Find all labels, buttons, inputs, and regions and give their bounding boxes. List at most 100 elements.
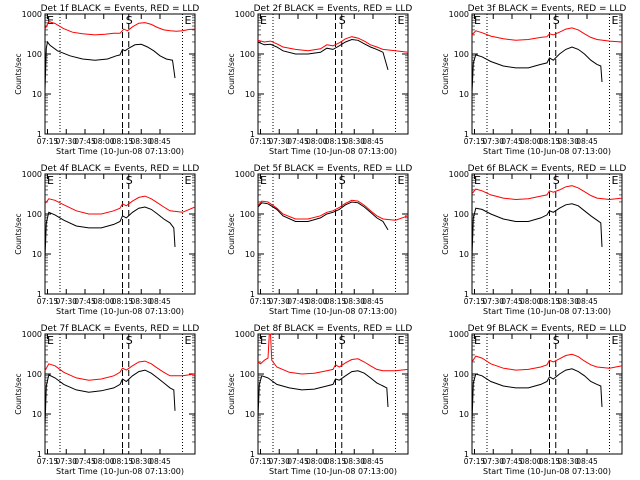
x-tick-label: 07:15 [37, 137, 59, 146]
lld-series-line [44, 20, 196, 36]
plot-frame [471, 173, 623, 295]
y-tick-label: 1 [464, 130, 469, 139]
chart-title: Det 7f BLACK = Events, RED = LLD [41, 324, 200, 334]
y-tick-label: 10 [32, 410, 42, 419]
y-axis-label: Counts/sec [441, 373, 450, 414]
y-tick-label: 1000 [235, 10, 255, 19]
marker-letter: E [47, 174, 54, 187]
chart-panel-4: Det 4f BLACK = Events, RED = LLD 1 10 100 10… [14, 164, 199, 316]
events-series-line [471, 203, 603, 258]
plot-frame [257, 13, 409, 135]
x-tick-label: 07:45 [501, 137, 523, 146]
x-tick-label: 08:00 [306, 137, 328, 146]
lld-series-line [257, 199, 409, 221]
x-tick-label: 08:30 [130, 297, 152, 306]
y-tick-label: 100 [454, 210, 469, 219]
y-axis-label: Counts/sec [14, 373, 23, 414]
x-tick-label: 07:45 [287, 297, 309, 306]
events-series-line [44, 40, 176, 91]
x-tick-label: 07:45 [74, 297, 96, 306]
x-tick-label: 08:15 [539, 297, 561, 306]
x-tick-label: 08:30 [557, 457, 579, 466]
plot-frame [44, 333, 196, 455]
lld-series-line [471, 185, 623, 201]
x-tick-label: 08:15 [325, 137, 347, 146]
chart-panel-1: Det 1f BLACK = Events, RED = LLD 1 10 100 10… [14, 4, 199, 156]
x-tick-label: 07:45 [74, 457, 96, 466]
y-tick-label: 10 [245, 410, 255, 419]
x-tick-label: 08:15 [539, 457, 561, 466]
y-tick-label: 1000 [22, 10, 42, 19]
x-tick-label: 07:15 [37, 297, 59, 306]
plot-frame [44, 173, 196, 295]
x-axis-label: Start Time (10-Jun-08 07:13:00) [483, 147, 611, 156]
y-tick-label: 100 [240, 370, 255, 379]
chart-panel-3: Det 3f BLACK = Events, RED = LLD 1 10 100 10… [441, 4, 626, 156]
y-axis-label: Counts/sec [227, 373, 236, 414]
x-tick-label: 08:45 [149, 297, 171, 306]
x-tick-label: 08:45 [362, 457, 384, 466]
chart-panel-2: Det 2f BLACK = Events, RED = LLD 1 10 100 10… [227, 4, 412, 156]
marker-letter: E [612, 334, 619, 347]
y-tick-label: 1 [464, 290, 469, 299]
y-tick-label: 100 [454, 370, 469, 379]
x-tick-label: 07:15 [250, 297, 272, 306]
chart-panel-9: Det 9f BLACK = Events, RED = LLD 1 10 100 10… [441, 324, 626, 476]
y-tick-label: 1000 [22, 330, 42, 339]
x-tick-label: 07:45 [501, 297, 523, 306]
x-axis-label: Start Time (10-Jun-08 07:13:00) [56, 307, 184, 316]
x-tick-label: 08:00 [93, 137, 115, 146]
y-axis-label: Counts/sec [14, 213, 23, 254]
events-series-line [257, 38, 389, 71]
x-tick-label: 08:15 [112, 137, 134, 146]
y-tick-label: 10 [459, 410, 469, 419]
y-tick-label: 1000 [449, 330, 469, 339]
y-tick-label: 10 [459, 250, 469, 259]
x-tick-label: 08:00 [520, 297, 542, 306]
x-tick-label: 08:30 [557, 297, 579, 306]
marker-letter: E [47, 14, 54, 27]
marker-letter: E [612, 14, 619, 27]
marker-letter: S [126, 334, 133, 347]
x-tick-label: 07:30 [55, 137, 77, 146]
x-tick-label: 08:30 [343, 297, 365, 306]
y-axis-label: Counts/sec [227, 53, 236, 94]
x-tick-label: 08:30 [130, 137, 152, 146]
x-tick-label: 08:45 [149, 457, 171, 466]
marker-letter: S [339, 334, 346, 347]
lld-series-line [471, 353, 623, 371]
events-series-line [44, 369, 176, 427]
y-tick-label: 10 [245, 250, 255, 259]
marker-letter: E [260, 334, 267, 347]
x-tick-label: 07:30 [482, 137, 504, 146]
y-axis-label: Counts/sec [441, 213, 450, 254]
y-tick-label: 10 [459, 90, 469, 99]
x-tick-label: 08:00 [93, 457, 115, 466]
chart-panel-5: Det 5f BLACK = Events, RED = LLD 1 10 100 10… [227, 164, 412, 316]
y-tick-label: 10 [245, 90, 255, 99]
marker-letter: E [185, 174, 192, 187]
x-tick-label: 08:45 [576, 297, 598, 306]
x-axis-label: Start Time (10-Jun-08 07:13:00) [483, 467, 611, 476]
y-tick-label: 100 [454, 50, 469, 59]
marker-letter: S [339, 174, 346, 187]
y-tick-label: 1000 [235, 330, 255, 339]
plot-frame [471, 333, 623, 455]
y-tick-label: 100 [240, 50, 255, 59]
marker-letter: E [474, 174, 481, 187]
x-tick-label: 08:30 [130, 457, 152, 466]
lld-series-line [44, 195, 196, 215]
x-tick-label: 07:45 [287, 137, 309, 146]
chart-panel-6: Det 6f BLACK = Events, RED = LLD 1 10 100 10… [441, 164, 626, 316]
x-tick-label: 07:30 [268, 137, 290, 146]
plot-frame [257, 173, 409, 295]
x-tick-label: 07:30 [268, 457, 290, 466]
x-tick-label: 08:00 [520, 457, 542, 466]
x-tick-label: 08:45 [576, 137, 598, 146]
y-tick-label: 1000 [235, 170, 255, 179]
y-tick-label: 1 [250, 450, 255, 459]
y-tick-label: 1 [464, 450, 469, 459]
chart-title: Det 6f BLACK = Events, RED = LLD [468, 164, 627, 174]
x-tick-label: 07:15 [37, 457, 59, 466]
